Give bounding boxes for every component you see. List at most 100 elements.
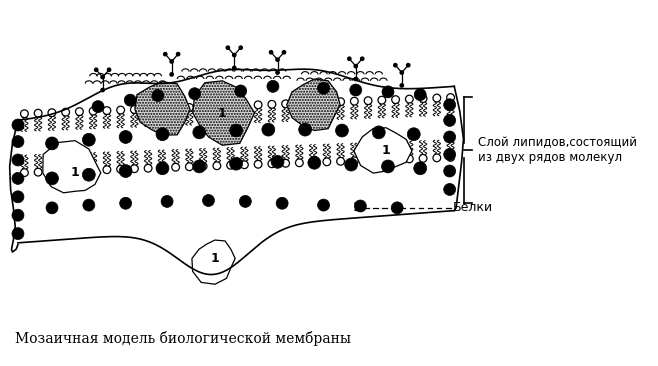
Circle shape [230,157,243,170]
Circle shape [309,99,317,107]
Circle shape [295,159,303,167]
Circle shape [45,137,59,150]
Circle shape [336,124,348,137]
Circle shape [12,135,24,147]
Circle shape [282,160,290,167]
Circle shape [34,109,42,117]
Circle shape [350,84,362,96]
Circle shape [447,153,455,161]
Polygon shape [354,128,412,173]
Circle shape [354,64,357,68]
Circle shape [414,162,426,175]
Circle shape [276,71,279,74]
Circle shape [378,156,386,164]
Circle shape [156,128,169,141]
Polygon shape [135,82,190,135]
Circle shape [48,168,56,176]
Circle shape [240,101,248,109]
Circle shape [48,109,56,116]
Circle shape [116,106,124,114]
Circle shape [82,168,95,181]
Polygon shape [43,141,101,193]
Circle shape [240,195,251,208]
Circle shape [144,164,152,172]
Circle shape [355,200,367,212]
Circle shape [92,101,104,113]
Circle shape [361,57,364,60]
Circle shape [254,101,262,109]
Circle shape [164,52,167,56]
Circle shape [318,82,330,94]
Circle shape [193,126,206,139]
Circle shape [347,57,351,60]
Text: Белки: Белки [453,201,493,214]
Circle shape [433,154,441,162]
Circle shape [230,124,243,137]
Circle shape [271,156,284,168]
Circle shape [233,66,236,70]
Circle shape [354,77,357,81]
Circle shape [119,131,132,143]
Text: из двух рядов молекул: из двух рядов молекул [478,151,622,164]
Polygon shape [192,240,235,284]
Circle shape [345,158,357,171]
Circle shape [46,202,58,214]
Circle shape [407,128,420,141]
Circle shape [407,64,410,67]
Circle shape [101,75,105,79]
Circle shape [443,165,455,177]
Text: Слой липидов,состоящий: Слой липидов,состоящий [478,137,637,149]
Circle shape [299,123,312,136]
Circle shape [203,194,215,206]
Circle shape [89,166,97,174]
Circle shape [76,108,84,116]
Circle shape [447,94,455,101]
Circle shape [144,105,152,113]
Circle shape [45,172,59,185]
Circle shape [365,97,372,105]
Circle shape [130,106,138,113]
Circle shape [172,163,180,171]
Circle shape [12,228,24,240]
Circle shape [443,115,455,126]
Text: 1: 1 [218,107,226,120]
Circle shape [443,183,455,195]
Circle shape [443,99,455,111]
Circle shape [152,90,164,101]
Circle shape [89,107,97,115]
Circle shape [351,97,358,105]
Circle shape [199,163,207,170]
Circle shape [267,81,279,92]
Circle shape [393,64,397,67]
Circle shape [323,98,331,106]
Circle shape [120,197,132,209]
Text: 1: 1 [352,201,361,214]
Circle shape [365,156,372,164]
Circle shape [107,68,111,71]
Polygon shape [193,81,255,145]
Circle shape [262,123,275,136]
Circle shape [20,169,28,176]
Circle shape [337,98,344,105]
Circle shape [170,73,173,76]
Circle shape [308,156,321,169]
Circle shape [405,155,413,163]
Circle shape [282,100,290,108]
Circle shape [419,154,427,162]
Circle shape [268,160,276,168]
Circle shape [235,85,247,97]
Circle shape [20,110,28,117]
Circle shape [130,165,138,172]
Circle shape [400,84,403,87]
Circle shape [12,119,24,131]
Circle shape [382,160,394,173]
Circle shape [193,160,206,173]
Circle shape [400,71,403,74]
Circle shape [226,46,230,49]
Circle shape [269,51,273,54]
Circle shape [433,94,441,102]
Circle shape [12,191,24,203]
Circle shape [227,102,234,110]
Circle shape [351,157,358,165]
Circle shape [378,96,386,104]
